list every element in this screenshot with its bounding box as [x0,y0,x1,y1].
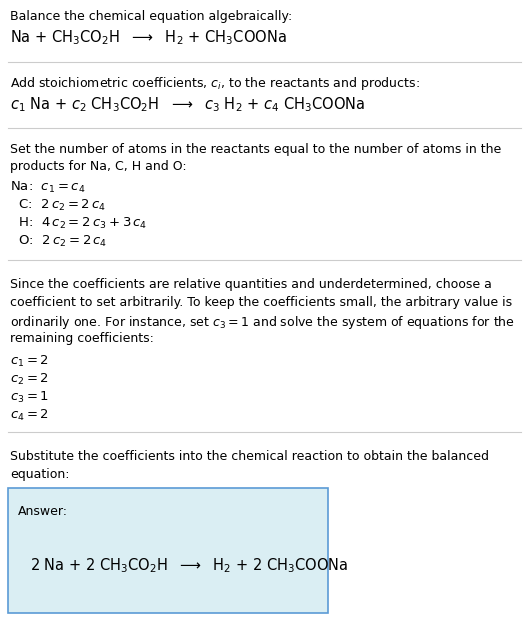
Text: $c_2 = 2$: $c_2 = 2$ [10,372,49,387]
Text: products for Na, C, H and O:: products for Na, C, H and O: [10,160,187,173]
Text: Set the number of atoms in the reactants equal to the number of atoms in the: Set the number of atoms in the reactants… [10,143,501,156]
Text: Substitute the coefficients into the chemical reaction to obtain the balanced: Substitute the coefficients into the che… [10,450,489,463]
Text: O:  $2\,c_2 = 2\,c_4$: O: $2\,c_2 = 2\,c_4$ [10,234,107,249]
Text: Na:  $c_1 = c_4$: Na: $c_1 = c_4$ [10,180,85,195]
Text: 2 Na + 2 CH$_3$CO$_2$H  $\longrightarrow$  H$_2$ + 2 CH$_3$COONa: 2 Na + 2 CH$_3$CO$_2$H $\longrightarrow$… [30,556,349,575]
Text: $c_1$ Na + $c_2$ CH$_3$CO$_2$H  $\longrightarrow$  $c_3$ H$_2$ + $c_4$ CH$_3$COO: $c_1$ Na + $c_2$ CH$_3$CO$_2$H $\longrig… [10,95,366,113]
Text: C:  $2\,c_2 = 2\,c_4$: C: $2\,c_2 = 2\,c_4$ [10,198,106,213]
Text: equation:: equation: [10,468,69,481]
Text: $c_3 = 1$: $c_3 = 1$ [10,390,49,405]
Text: H:  $4\,c_2 = 2\,c_3 + 3\,c_4$: H: $4\,c_2 = 2\,c_3 + 3\,c_4$ [10,216,147,231]
Text: Balance the chemical equation algebraically:: Balance the chemical equation algebraica… [10,10,292,23]
Text: Add stoichiometric coefficients, $c_i$, to the reactants and products:: Add stoichiometric coefficients, $c_i$, … [10,75,420,92]
Text: Since the coefficients are relative quantities and underdetermined, choose a: Since the coefficients are relative quan… [10,278,492,291]
Text: Na + CH$_3$CO$_2$H  $\longrightarrow$  H$_2$ + CH$_3$COONa: Na + CH$_3$CO$_2$H $\longrightarrow$ H$_… [10,28,287,46]
Text: $c_1 = 2$: $c_1 = 2$ [10,354,49,369]
Text: Answer:: Answer: [18,505,68,518]
Text: $c_4 = 2$: $c_4 = 2$ [10,408,49,423]
Bar [8,488,328,613]
Text: coefficient to set arbitrarily. To keep the coefficients small, the arbitrary va: coefficient to set arbitrarily. To keep … [10,296,512,309]
Text: remaining coefficients:: remaining coefficients: [10,332,154,345]
Text: ordinarily one. For instance, set $c_3 = 1$ and solve the system of equations fo: ordinarily one. For instance, set $c_3 =… [10,314,515,331]
